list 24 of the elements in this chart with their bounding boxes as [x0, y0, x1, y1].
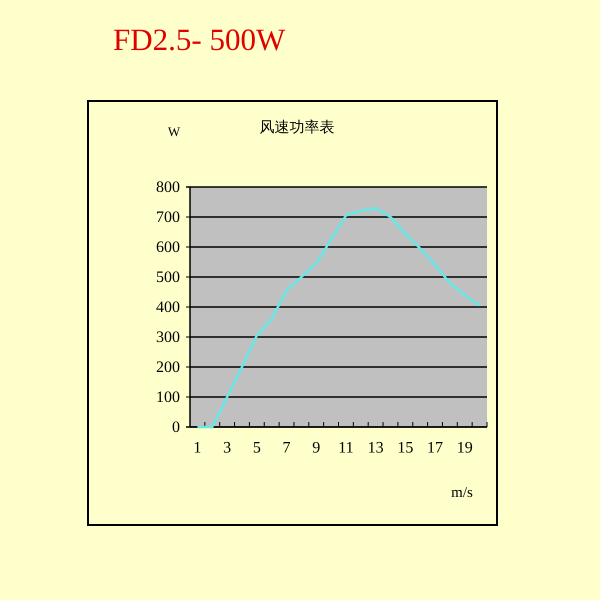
line-series [196, 206, 481, 428]
x-tick-label: 13 [368, 439, 384, 456]
x-tick-label: 1 [193, 439, 202, 456]
x-tick-label: 11 [338, 439, 354, 456]
y-tick-label: 500 [156, 269, 180, 286]
x-tick-label: 3 [223, 439, 232, 456]
y-tick-label: 600 [156, 239, 180, 256]
y-tick-label: 800 [156, 179, 180, 196]
y-tick-label: 400 [156, 299, 180, 316]
x-tick-label: 5 [252, 439, 261, 456]
chart-title: FD2.5- 500W [113, 22, 286, 57]
x-tick-label: 17 [427, 439, 444, 456]
chart-subtitle: 风速功率表 [260, 118, 334, 136]
x-tick-label: 7 [282, 439, 291, 456]
y-tick-label: 300 [156, 329, 180, 346]
y-tick-label: 0 [172, 419, 180, 436]
x-tick-label: 15 [397, 439, 414, 456]
y-axis-title: W [168, 124, 181, 139]
x-tick-label: 9 [312, 439, 320, 456]
x-tick-label: 19 [456, 439, 473, 456]
y-tick-label: 700 [156, 209, 180, 226]
y-tick-label: 100 [156, 389, 180, 406]
x-axis-title: m/s [451, 485, 473, 501]
y-tick-label: 200 [156, 359, 180, 376]
